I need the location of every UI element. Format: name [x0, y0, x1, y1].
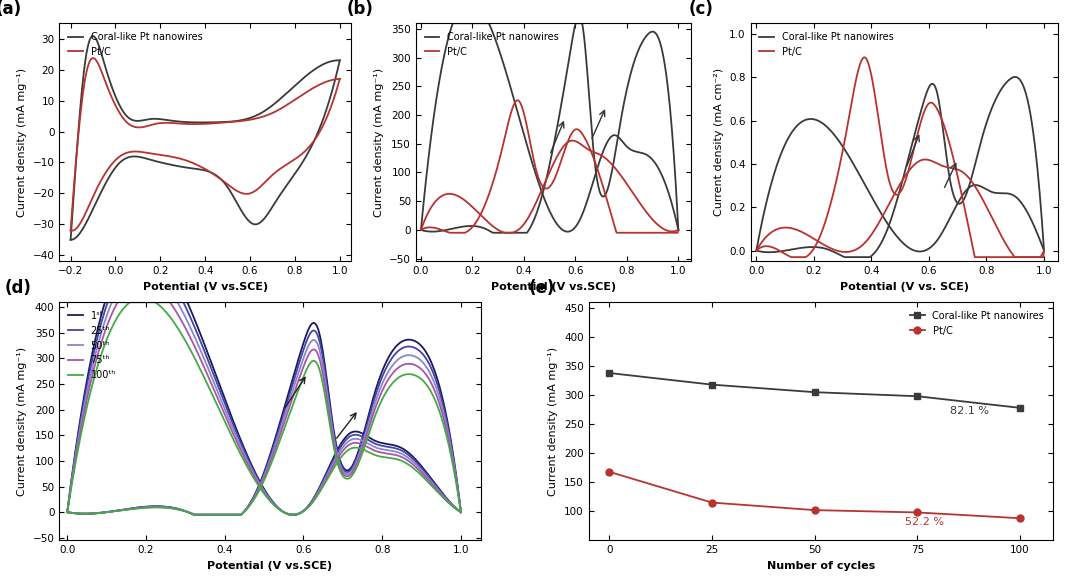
75ᵗʰ — [108, 508, 121, 515]
50ᵗʰ — [310, 339, 323, 346]
50ᵗʰ — [188, 511, 201, 518]
Text: (b): (b) — [347, 0, 374, 17]
X-axis label: Potential (V vs. SCE): Potential (V vs. SCE) — [840, 282, 969, 292]
Text: (c): (c) — [689, 0, 714, 17]
25ᵗʰ — [188, 511, 201, 518]
75ᵗʰ — [60, 509, 73, 516]
75ᵗʰ — [190, 511, 203, 518]
Y-axis label: Current density (mA mg⁻¹): Current density (mA mg⁻¹) — [549, 347, 558, 496]
25ᵗʰ — [455, 509, 468, 516]
75ᵗʰ — [347, 467, 360, 474]
1ˢᵗ — [188, 511, 201, 518]
Text: (d): (d) — [4, 279, 31, 296]
1ˢᵗ — [347, 460, 360, 467]
100ᵗʰ — [308, 357, 321, 364]
X-axis label: Potential (V vs.SCE): Potential (V vs.SCE) — [207, 561, 333, 571]
100ᵗʰ — [190, 511, 203, 518]
25ᵗʰ — [349, 458, 362, 465]
75ᵗʰ — [189, 511, 202, 518]
25ᵗʰ — [108, 508, 121, 515]
75ᵗʰ — [349, 464, 362, 471]
1ˢᵗ — [310, 322, 323, 329]
25ᵗʰ — [190, 511, 203, 518]
Y-axis label: Current density (mA mg⁻¹): Current density (mA mg⁻¹) — [374, 68, 383, 217]
Text: 52.2 %: 52.2 % — [905, 517, 944, 527]
Text: 82.1 %: 82.1 % — [950, 406, 989, 415]
100ᵗʰ — [349, 467, 362, 474]
1ˢᵗ — [308, 320, 321, 327]
75ᵗʰ — [218, 511, 231, 518]
Line: 75ᵗʰ: 75ᵗʰ — [67, 349, 461, 515]
X-axis label: Number of cycles: Number of cycles — [767, 561, 875, 571]
50ᵗʰ — [108, 508, 121, 515]
1ˢᵗ — [349, 456, 362, 463]
50ᵗʰ — [60, 509, 73, 516]
25ᵗʰ — [308, 327, 321, 334]
75ᵗʰ — [310, 349, 323, 356]
100ᵗʰ — [108, 508, 121, 515]
1ˢᵗ — [60, 509, 73, 516]
50ᵗʰ — [218, 511, 231, 518]
50ᵗʰ — [349, 461, 362, 468]
100ᵗʰ — [310, 360, 323, 367]
1ˢᵗ — [108, 507, 121, 514]
X-axis label: Potential (V vs.SCE): Potential (V vs.SCE) — [491, 282, 616, 292]
Y-axis label: Current density (mA cm⁻²): Current density (mA cm⁻²) — [714, 69, 724, 216]
Legend: Coral-like Pt nanowires, Pt/C: Coral-like Pt nanowires, Pt/C — [906, 307, 1048, 340]
1ˢᵗ — [190, 511, 203, 518]
100ᵗʰ — [455, 509, 468, 516]
100ᵗʰ — [218, 511, 231, 518]
Line: 1ˢᵗ: 1ˢᵗ — [67, 323, 461, 515]
50ᵗʰ — [308, 336, 321, 343]
Legend: Coral-like Pt nanowires, Pt/C: Coral-like Pt nanowires, Pt/C — [65, 28, 206, 61]
Y-axis label: Current density (mA mg⁻¹): Current density (mA mg⁻¹) — [17, 347, 27, 496]
25ᵗʰ — [310, 330, 323, 337]
25ᵗʰ — [60, 509, 73, 516]
50ᵗʰ — [347, 465, 360, 472]
25ᵗʰ — [218, 511, 231, 518]
Line: 25ᵗʰ: 25ᵗʰ — [67, 331, 461, 515]
Legend: 1ˢᵗ, 25ᵗʰ, 50ᵗʰ, 75ᵗʰ, 100ᵗʰ: 1ˢᵗ, 25ᵗʰ, 50ᵗʰ, 75ᵗʰ, 100ᵗʰ — [65, 307, 120, 384]
75ᵗʰ — [308, 346, 321, 353]
X-axis label: Potential (V vs.SCE): Potential (V vs.SCE) — [143, 282, 268, 292]
25ᵗʰ — [347, 462, 360, 469]
Line: 100ᵗʰ: 100ᵗʰ — [67, 361, 461, 515]
50ᵗʰ — [455, 509, 468, 516]
Text: (a): (a) — [0, 0, 22, 17]
Text: (e): (e) — [528, 279, 555, 296]
75ᵗʰ — [455, 509, 468, 516]
100ᵗʰ — [189, 511, 202, 518]
1ˢᵗ — [218, 511, 231, 518]
1ˢᵗ — [455, 509, 468, 516]
50ᵗʰ — [190, 511, 203, 518]
100ᵗʰ — [347, 470, 360, 477]
100ᵗʰ — [60, 509, 73, 516]
Y-axis label: Current density (mA mg⁻¹): Current density (mA mg⁻¹) — [17, 68, 27, 217]
Legend: Coral-like Pt nanowires, Pt/C: Coral-like Pt nanowires, Pt/C — [421, 28, 563, 61]
Legend: Coral-like Pt nanowires, Pt/C: Coral-like Pt nanowires, Pt/C — [756, 28, 897, 61]
Line: 50ᵗʰ: 50ᵗʰ — [67, 340, 461, 515]
